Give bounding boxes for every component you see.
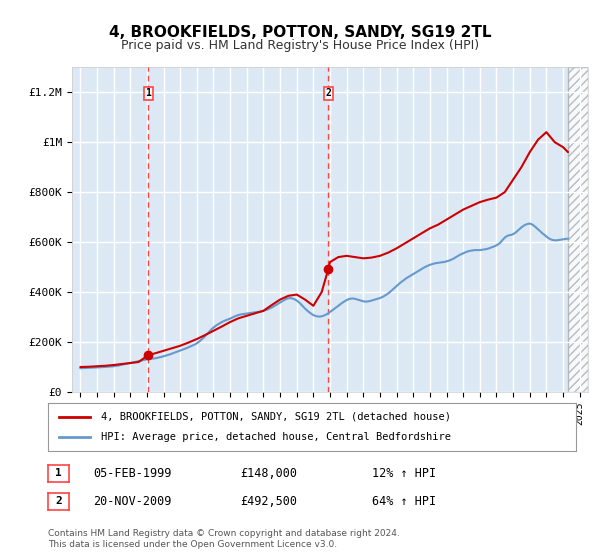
Bar	[568, 67, 588, 392]
Text: HPI: Average price, detached house, Central Bedfordshire: HPI: Average price, detached house, Cent…	[101, 432, 451, 442]
Text: £492,500: £492,500	[240, 494, 297, 508]
Text: 05-FEB-1999: 05-FEB-1999	[93, 466, 172, 480]
Text: 1: 1	[55, 468, 62, 478]
Text: 64% ↑ HPI: 64% ↑ HPI	[372, 494, 436, 508]
Text: 4, BROOKFIELDS, POTTON, SANDY, SG19 2TL: 4, BROOKFIELDS, POTTON, SANDY, SG19 2TL	[109, 25, 491, 40]
Text: Price paid vs. HM Land Registry's House Price Index (HPI): Price paid vs. HM Land Registry's House …	[121, 39, 479, 52]
Text: 4, BROOKFIELDS, POTTON, SANDY, SG19 2TL (detached house): 4, BROOKFIELDS, POTTON, SANDY, SG19 2TL …	[101, 412, 451, 422]
Text: Contains HM Land Registry data © Crown copyright and database right 2024.
This d: Contains HM Land Registry data © Crown c…	[48, 529, 400, 549]
Text: 12% ↑ HPI: 12% ↑ HPI	[372, 466, 436, 480]
Text: 20-NOV-2009: 20-NOV-2009	[93, 494, 172, 508]
Text: £148,000: £148,000	[240, 466, 297, 480]
Text: 1: 1	[145, 88, 151, 98]
Text: 2: 2	[55, 496, 62, 506]
Text: 2: 2	[325, 88, 331, 98]
